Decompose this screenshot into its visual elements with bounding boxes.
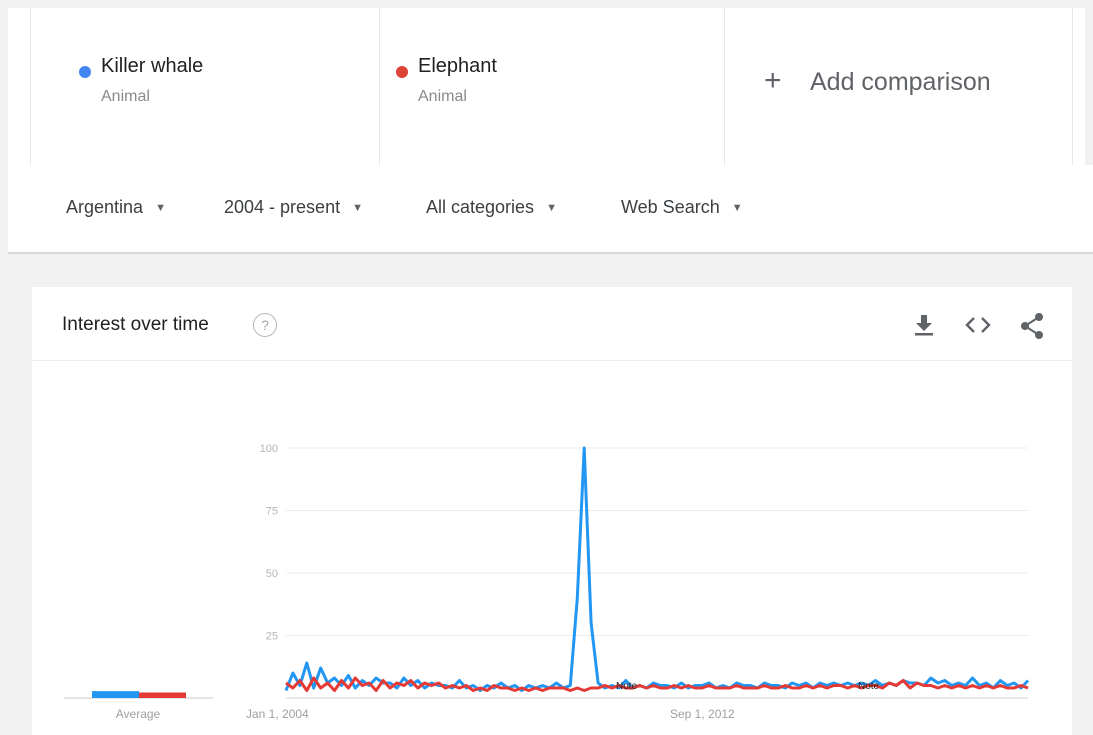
average-bar-killer-whale xyxy=(92,691,139,698)
dropdown-caret-icon: ▼ xyxy=(546,202,557,214)
share-icon[interactable] xyxy=(1018,312,1046,340)
card-title: Interest over time xyxy=(62,314,209,335)
question-mark-icon[interactable]: ? xyxy=(253,313,277,337)
download-icon[interactable] xyxy=(912,312,936,338)
note-marker: Note xyxy=(858,681,880,692)
search-type-filter-label: Web Search xyxy=(621,197,720,217)
category-filter[interactable]: All categories ▼ xyxy=(426,197,557,218)
term-card-elephant[interactable]: Elephant Animal xyxy=(378,8,725,165)
x-axis-ticks: Jan 1, 2004 Sep 1, 2012 xyxy=(246,707,735,721)
plus-icon: + xyxy=(764,64,782,97)
series-color-dot xyxy=(396,66,408,78)
chart-annotations: Note Note xyxy=(616,681,880,692)
region-filter-label: Argentina xyxy=(66,197,144,217)
time-range-filter-label: 2004 - present xyxy=(224,197,341,217)
region-filter[interactable]: Argentina ▼ xyxy=(66,197,166,218)
term-card-killer-whale[interactable]: Killer whale Animal xyxy=(30,8,380,165)
dropdown-caret-icon: ▼ xyxy=(155,202,166,214)
y-tick-label: 75 xyxy=(266,506,278,518)
embed-code-icon[interactable] xyxy=(964,312,992,338)
category-filter-label: All categories xyxy=(426,197,535,217)
interest-chart: 25 50 75 100 Average Jan 1, 2004 Sep 1, 2012… xyxy=(64,443,1030,721)
y-tick-label: 50 xyxy=(266,568,278,580)
average-label: Average xyxy=(116,707,161,721)
series-line-elephant xyxy=(285,676,1029,692)
add-comparison-label: Add comparison xyxy=(810,68,991,96)
dropdown-caret-icon: ▼ xyxy=(352,202,363,214)
search-type-filter[interactable]: Web Search ▼ xyxy=(621,197,743,218)
note-marker: Note xyxy=(616,681,638,692)
filter-bar: Argentina ▼ 2004 - present ▼ All categorie… xyxy=(8,165,1093,254)
average-bar-elephant xyxy=(139,692,186,698)
series-line-killer-whale xyxy=(284,446,1030,692)
x-tick-label: Jan 1, 2004 xyxy=(246,707,309,721)
dropdown-caret-icon: ▼ xyxy=(731,202,743,214)
time-range-filter[interactable]: 2004 - present ▼ xyxy=(224,197,363,218)
term-type: Animal xyxy=(101,88,150,105)
series-color-dot xyxy=(79,66,91,78)
y-tick-label: 100 xyxy=(260,443,278,455)
term-name[interactable]: Killer whale xyxy=(101,55,204,77)
comparison-bar: Killer whale Animal Elephant Animal + Ad… xyxy=(8,8,1085,165)
chart-series xyxy=(284,446,1030,692)
term-type: Animal xyxy=(418,88,467,105)
x-tick-label: Sep 1, 2012 xyxy=(670,707,735,721)
average-bars: Average xyxy=(64,691,213,721)
chart-gridlines xyxy=(286,447,1028,699)
interest-over-time-card: Interest over time ? 25 50 75 100 Average J… xyxy=(32,287,1072,735)
y-axis-ticks: 25 50 75 100 xyxy=(260,443,278,643)
add-comparison-button[interactable]: + Add comparison xyxy=(724,8,1073,165)
term-name[interactable]: Elephant xyxy=(418,55,497,77)
y-tick-label: 25 xyxy=(266,631,278,643)
card-header: Interest over time ? xyxy=(32,287,1072,361)
